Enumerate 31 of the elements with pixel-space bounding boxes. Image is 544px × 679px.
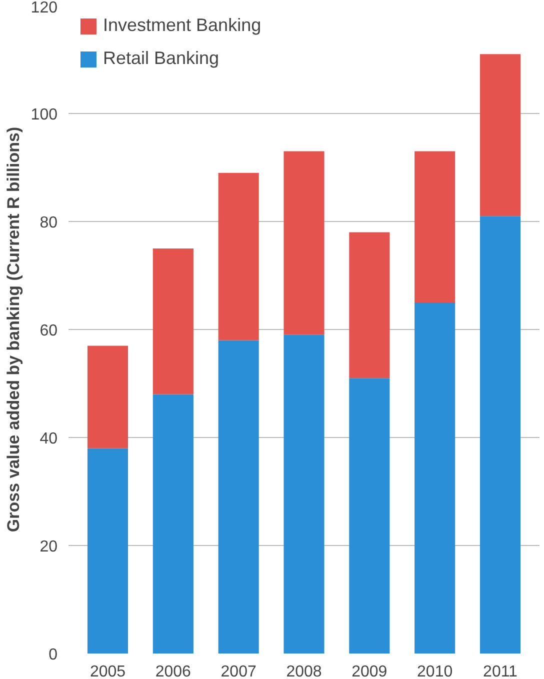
y-tick-label: 80 <box>40 214 58 232</box>
bar <box>87 448 128 654</box>
bar <box>87 346 128 448</box>
x-tick-label: 2009 <box>352 664 388 679</box>
bar <box>284 151 324 335</box>
legend-label: Investment Banking <box>103 15 262 36</box>
bar <box>414 302 456 654</box>
y-tick-label: 20 <box>40 538 58 556</box>
y-tick-label: 0 <box>48 646 58 664</box>
bar <box>480 216 521 654</box>
bar <box>152 248 194 394</box>
bar <box>152 394 194 654</box>
x-tick-label: 2007 <box>220 664 256 679</box>
bar <box>480 54 521 216</box>
x-tick-label: 2010 <box>417 664 453 679</box>
y-tick-label: 100 <box>30 106 58 124</box>
bar <box>349 378 390 654</box>
bar <box>349 232 390 378</box>
bar <box>414 151 456 302</box>
y-tick-label: 120 <box>30 0 58 16</box>
x-tick-label: 2006 <box>155 664 192 679</box>
legend-label: Retail Banking <box>103 48 220 69</box>
x-tick-label: 2008 <box>286 664 322 679</box>
bar <box>218 172 259 340</box>
bar <box>284 334 324 654</box>
bar <box>218 340 259 654</box>
x-tick-label: 2011 <box>483 664 518 679</box>
x-tick-label: 2005 <box>90 664 126 679</box>
y-axis-title: Gross value added by banking (Current R billions) <box>4 126 23 532</box>
y-tick-label: 60 <box>40 322 58 340</box>
y-tick-label: 40 <box>40 430 58 448</box>
